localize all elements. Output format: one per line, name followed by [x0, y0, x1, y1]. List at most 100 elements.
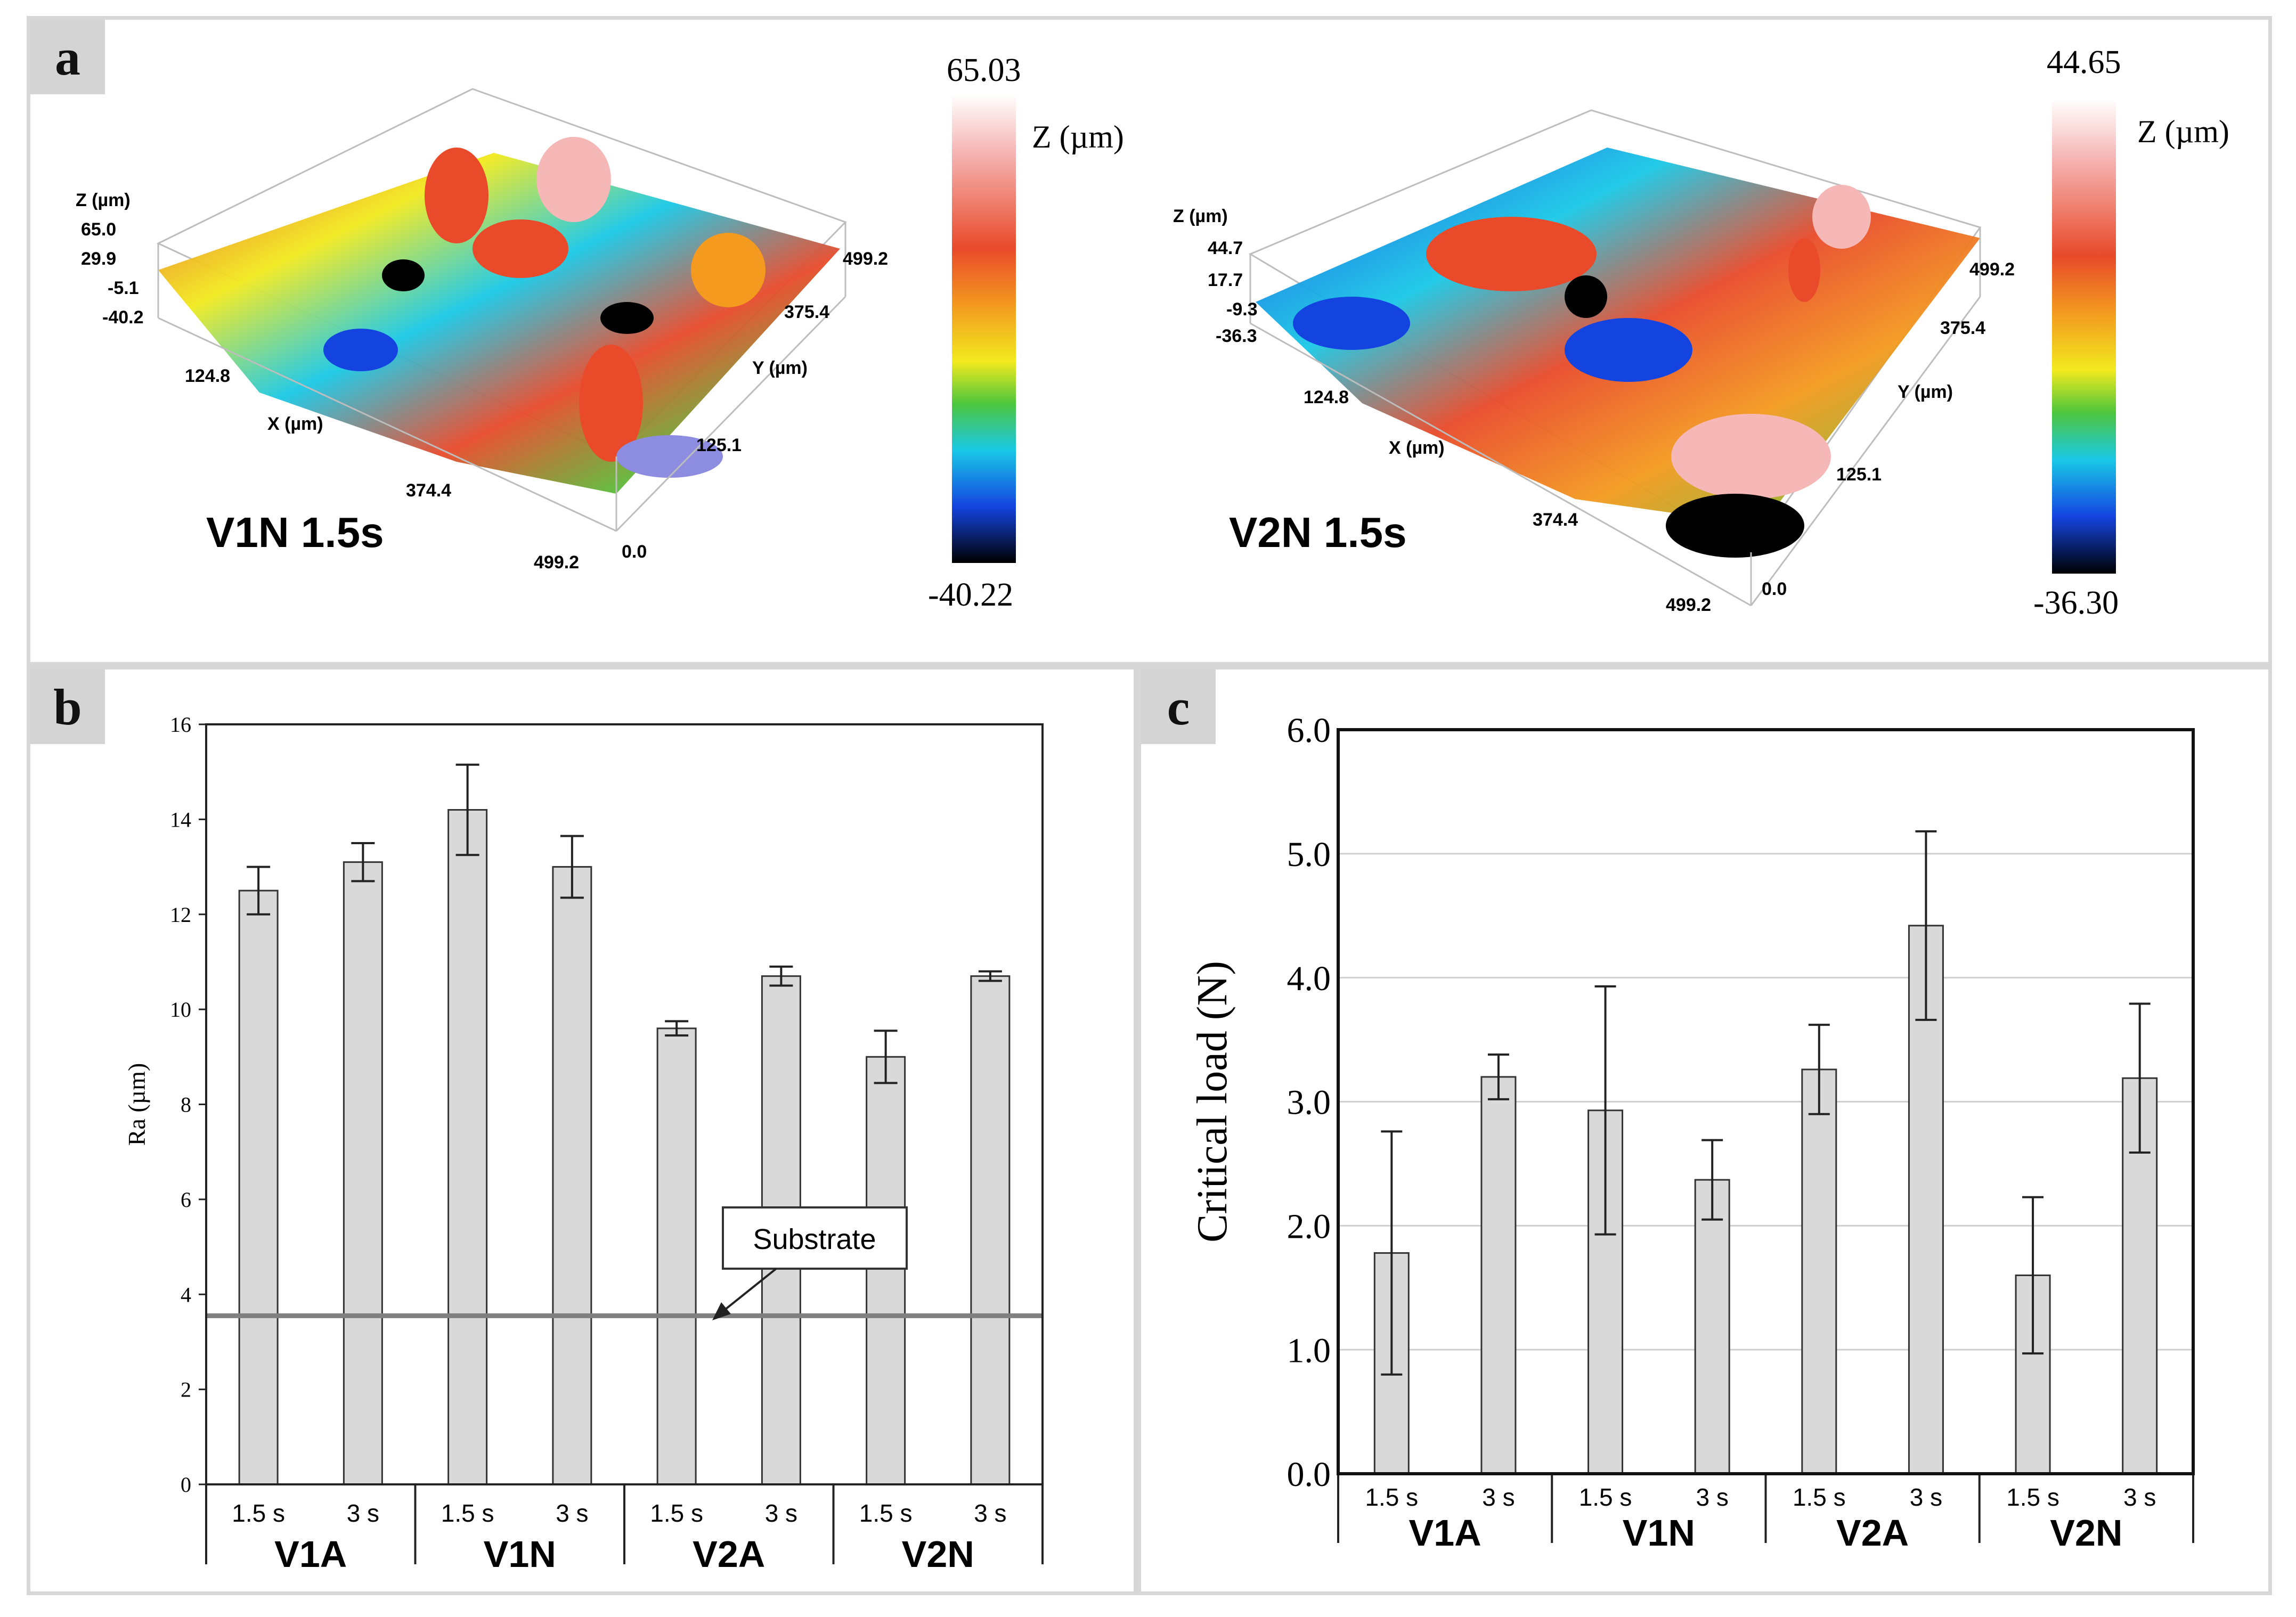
x-group-label: V2N — [902, 1533, 974, 1575]
v2n-pit — [1565, 275, 1607, 318]
y-tick-label: 4 — [181, 1283, 191, 1306]
v1n-z-tick: 29.9 — [81, 249, 116, 269]
v2n-pit — [1293, 297, 1410, 350]
v2n-colorbar — [2052, 100, 2116, 574]
v2n-z-tick: -36.3 — [1216, 326, 1257, 346]
y-tick-label: 6 — [181, 1188, 191, 1212]
x-group-label: V1A — [274, 1533, 347, 1575]
v2n-x-tick: 124.8 — [1304, 387, 1349, 407]
v1n-box-edge — [615, 296, 846, 532]
bar — [447, 809, 488, 1485]
y-tick-label: 0.0 — [1287, 1455, 1331, 1494]
surface-plots: Z (µm) 65.0 29.9 -5.1 -40.2 124.8 X (µm)… — [76, 44, 2229, 621]
v1n-sample-label: V1N 1.5s — [206, 509, 384, 556]
bar — [552, 866, 592, 1485]
x-sub-label: 1.5 s — [1793, 1483, 1846, 1511]
y-tick-label: 1.0 — [1287, 1331, 1331, 1370]
v2n-y-tick: 375.4 — [1940, 318, 1985, 338]
y-tick-label: 3.0 — [1287, 1083, 1331, 1122]
y-tick-label: 2 — [181, 1378, 191, 1402]
v2n-colorbar-min: -36.30 — [2033, 585, 2119, 621]
v1n-z-tick: 65.0 — [81, 219, 116, 240]
v1n-peak — [473, 219, 568, 278]
v1n-x-tick: 124.8 — [185, 366, 230, 386]
v1n-z-tick: -5.1 — [108, 278, 139, 298]
x-sub-label: 1.5 s — [441, 1499, 494, 1527]
ra-axis-title: Ra (µm) — [123, 1063, 150, 1146]
v1n-colorbar-min: -40.22 — [928, 577, 1013, 613]
v2n-y-axis-title: Y (µm) — [1898, 382, 1953, 402]
x-sub-label: 3 s — [765, 1499, 797, 1527]
bar — [238, 889, 279, 1485]
substrate-arrowhead — [712, 1302, 731, 1320]
panel-a: a — [27, 16, 2272, 666]
x-group-label: V1A — [1409, 1512, 1481, 1554]
y-tick-label: 10 — [170, 998, 191, 1022]
v1n-pit — [323, 329, 398, 371]
y-tick-label: 2.0 — [1287, 1207, 1331, 1246]
surface-plot-v1n — [156, 88, 847, 532]
v2n-z-axis-title: Z (µm) — [1173, 206, 1228, 226]
v2n-peak — [1671, 414, 1831, 499]
surface-plot-v2n — [1248, 109, 1982, 607]
v1n-x-tick: 499.2 — [534, 552, 579, 573]
v2n-y-tick: 125.1 — [1836, 464, 1882, 485]
bar — [343, 861, 383, 1485]
v1n-pit — [382, 259, 425, 291]
bar — [866, 1056, 906, 1485]
x-sub-label: 1.5 s — [859, 1499, 913, 1527]
y-tick-label: 8 — [181, 1093, 191, 1117]
x-sub-label: 3 s — [347, 1499, 379, 1527]
x-sub-label: 3 s — [2123, 1483, 2156, 1511]
v1n-y-axis-title: Y (µm) — [752, 358, 808, 378]
v2n-z-tick: -9.3 — [1226, 299, 1258, 320]
critical-load-plot-area — [1337, 728, 2195, 1475]
bar — [656, 1027, 697, 1485]
x-sub-label: 3 s — [1482, 1483, 1515, 1511]
v2n-x-axis-title: X (µm) — [1389, 438, 1445, 458]
panel-a-letter: a — [30, 20, 105, 94]
x-sub-label: 3 s — [974, 1499, 1006, 1527]
x-sub-label: 1.5 s — [2006, 1483, 2059, 1511]
v1n-box-edge — [158, 317, 617, 532]
v2n-sample-label: V2N 1.5s — [1229, 509, 1407, 556]
v2n-pit — [1565, 318, 1692, 382]
bar — [1694, 1179, 1730, 1475]
x-group-label: V2N — [2050, 1512, 2122, 1554]
x-sub-label: 1.5 s — [1365, 1483, 1418, 1511]
v1n-z-axis-title: Z (µm) — [76, 190, 131, 210]
v2n-colorbar-max: 44.65 — [2047, 44, 2121, 80]
v2n-box-edge — [1250, 322, 1752, 607]
v1n-peak — [425, 148, 488, 243]
x-sub-label: 3 s — [556, 1499, 588, 1527]
v2n-z-tick: 44.7 — [1208, 238, 1243, 258]
critical-load-axis-title: Critical load (N) — [1189, 961, 1236, 1243]
substrate-label-box — [722, 1206, 908, 1270]
v1n-x-axis-title: X (µm) — [267, 414, 323, 434]
v1n-colorbar-max: 65.03 — [947, 52, 1021, 88]
v2n-x-tick: 499.2 — [1666, 595, 1711, 615]
v1n-y-tick: 499.2 — [843, 249, 888, 269]
v2n-x-tick: 374.4 — [1533, 510, 1578, 530]
v2n-z-tick: 17.7 — [1208, 270, 1243, 290]
y-tick-label: 4.0 — [1287, 959, 1331, 998]
y-tick-label: 14 — [170, 807, 191, 831]
v2n-box-edge — [1750, 296, 1981, 606]
y-tick-label: 6.0 — [1287, 711, 1331, 750]
x-sub-label: 3 s — [1910, 1483, 1942, 1511]
y-tick-label: 0 — [181, 1473, 191, 1497]
bar — [1801, 1068, 1837, 1475]
substrate-arrow — [722, 1268, 777, 1312]
y-tick-label: 12 — [170, 903, 191, 927]
v1n-peak — [691, 233, 766, 307]
panel-b: 0 2 4 6 8 10 12 14 16 1.5 s 3 s 1.5 s 3 s 1.5 s 3 s 1.… — [27, 666, 1137, 1595]
ra-bar-chart: 0 2 4 6 8 10 12 14 16 1.5 s 3 s 1.5 s 3 s 1.5 s 3 s 1.… — [123, 713, 1044, 1575]
y-tick-label: 5.0 — [1287, 835, 1331, 874]
v1n-pit — [600, 302, 654, 334]
v1n-z-tick: -40.2 — [102, 307, 144, 328]
v2n-pit — [1666, 494, 1804, 558]
v1n-x-tick: 374.4 — [406, 480, 451, 501]
y-tick-label: 16 — [170, 713, 191, 737]
v1n-y-tick: 125.1 — [696, 435, 742, 455]
v1n-colorbar-title: Z (µm) — [1032, 119, 1124, 154]
